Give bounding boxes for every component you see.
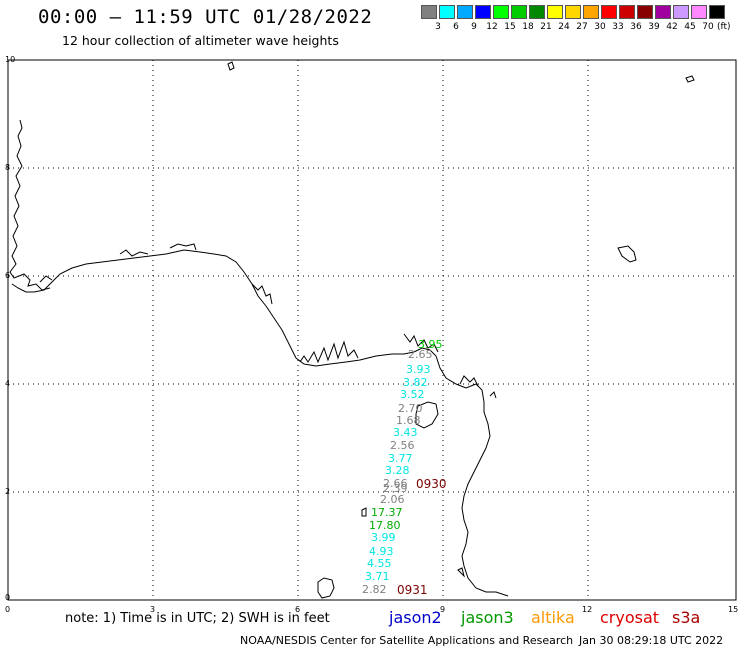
footer-generated-time: Jan 30 08:29:18 UTC 2022 bbox=[579, 634, 724, 647]
satellite-legend-jason2: jason2 bbox=[389, 608, 442, 627]
y-tick: 10 bbox=[5, 55, 15, 64]
satellite-legend-altika: altika bbox=[531, 608, 575, 627]
y-tick: 2 bbox=[5, 487, 10, 496]
legend-label: 36 bbox=[630, 22, 642, 32]
y-tick: 4 bbox=[5, 379, 10, 388]
legend-label: 9 bbox=[471, 22, 477, 32]
legend-label: 24 bbox=[558, 22, 570, 32]
legend-swatch bbox=[511, 5, 527, 19]
islands bbox=[227, 61, 695, 599]
legend-label: 6 bbox=[453, 22, 459, 32]
legend-swatch bbox=[709, 5, 725, 19]
wave-height-value: 3.28 bbox=[385, 464, 410, 477]
legend-swatch bbox=[565, 5, 581, 19]
wave-height-value: 1.68 bbox=[396, 414, 421, 427]
legend-swatch bbox=[673, 5, 689, 19]
x-tick: 9 bbox=[440, 605, 445, 614]
legend-swatch bbox=[637, 5, 653, 19]
footer-credit: NOAA/NESDIS Center for Satellite Applica… bbox=[240, 634, 574, 647]
x-tick: 12 bbox=[582, 605, 592, 614]
pass-time-label: 0930 bbox=[416, 477, 447, 491]
wave-height-value: 2.56 bbox=[390, 439, 415, 452]
wave-height-value: 2.82 bbox=[362, 583, 387, 596]
legend-swatch bbox=[439, 5, 455, 19]
y-tick: 0 bbox=[5, 593, 10, 602]
satellite-legend-cryosat: cryosat bbox=[600, 608, 660, 627]
legend-swatch bbox=[583, 5, 599, 19]
map-frame bbox=[7, 59, 737, 601]
legend-label: 39 bbox=[648, 22, 660, 32]
legend-swatch bbox=[421, 5, 437, 19]
wave-height-value: 17.80 bbox=[369, 519, 401, 532]
legend-label: 30 bbox=[594, 22, 606, 32]
legend-swatch bbox=[529, 5, 545, 19]
wave-height-value: 3.99 bbox=[371, 531, 396, 544]
wave-height-value: 2.70 bbox=[398, 402, 423, 415]
wave-height-value: 4.55 bbox=[367, 557, 392, 570]
wave-height-value: 4.93 bbox=[369, 545, 394, 558]
legend-label: 15 bbox=[504, 22, 516, 32]
satellite-legend-jason3: jason3 bbox=[461, 608, 514, 627]
wave-height-value: 2.06 bbox=[380, 493, 405, 506]
wave-height-value: 3.52 bbox=[400, 388, 425, 401]
legend-label: 70 bbox=[702, 22, 714, 32]
x-tick: 0 bbox=[5, 605, 10, 614]
wave-height-value: 2.39 bbox=[383, 482, 408, 495]
wave-height-value: 3.77 bbox=[388, 452, 413, 465]
y-axis-ticks: 0 2 4 6 8 10 bbox=[5, 55, 15, 602]
map-grid bbox=[8, 60, 736, 600]
legend-swatch bbox=[475, 5, 491, 19]
map-subtitle: 12 hour collection of altimeter wave hei… bbox=[62, 33, 339, 48]
legend-label: 21 bbox=[540, 22, 552, 32]
footer-note: note: 1) Time is in UTC; 2) SWH is in fe… bbox=[65, 611, 330, 626]
wave-height-value: 17.37 bbox=[371, 506, 403, 519]
x-tick: 15 bbox=[728, 605, 738, 614]
x-tick: 6 bbox=[295, 605, 300, 614]
wave-height-value: 3.95 bbox=[418, 338, 443, 351]
legend-swatch bbox=[601, 5, 617, 19]
y-tick: 6 bbox=[5, 271, 10, 280]
y-tick: 8 bbox=[5, 163, 10, 172]
wave-height-value: 3.82 bbox=[403, 376, 428, 389]
satellite-legend-s3a: s3a bbox=[672, 608, 701, 627]
legend-label: 3 bbox=[435, 22, 441, 32]
legend-label: 42 bbox=[666, 22, 678, 32]
legend-unit: (ft) bbox=[717, 22, 731, 32]
map-title: 00:00 – 11:59 UTC 01/28/2022 bbox=[38, 6, 373, 28]
x-axis-ticks: 0 3 6 9 12 15 bbox=[5, 605, 738, 614]
legend-swatch bbox=[457, 5, 473, 19]
legend-label: 27 bbox=[576, 22, 588, 32]
legend-label: 33 bbox=[612, 22, 624, 32]
wave-height-value: 2.65 bbox=[408, 348, 433, 361]
legend-label: 45 bbox=[684, 22, 696, 32]
coastline bbox=[9, 119, 509, 597]
legend-label: 12 bbox=[486, 22, 498, 32]
x-tick: 3 bbox=[150, 605, 155, 614]
wave-height-value: 3.93 bbox=[406, 363, 431, 376]
legend-swatch bbox=[493, 5, 509, 19]
legend-swatch bbox=[691, 5, 707, 19]
wave-height-value: 3.43 bbox=[393, 426, 418, 439]
wave-height-value: 2.66 bbox=[383, 477, 408, 490]
legend-label: 18 bbox=[522, 22, 534, 32]
legend-swatch bbox=[655, 5, 671, 19]
wave-height-value: 3.71 bbox=[365, 570, 390, 583]
legend-swatch bbox=[547, 5, 563, 19]
pass-time-label: 0931 bbox=[397, 583, 428, 597]
legend-swatch bbox=[619, 5, 635, 19]
